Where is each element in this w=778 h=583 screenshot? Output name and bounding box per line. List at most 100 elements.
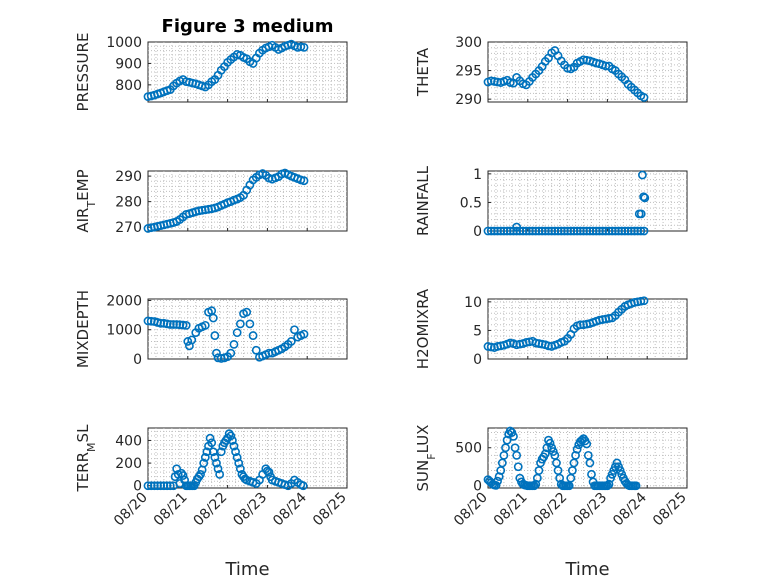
data-point: [181, 320, 191, 330]
y-tick-label: 5: [473, 323, 482, 339]
data-point: [502, 226, 512, 236]
data-point: [491, 480, 501, 490]
data-point: [232, 328, 242, 338]
data-point: [207, 438, 217, 448]
data-point: [178, 320, 188, 330]
data-point: [200, 320, 210, 330]
data-point: [251, 345, 261, 355]
figure-title: Figure 3 medium: [162, 16, 334, 37]
data-point: [547, 226, 557, 236]
y-axis-label: SUNFLUX: [414, 425, 438, 492]
data-point: [165, 481, 175, 491]
subplot-rainfall: 0 0.5 1 RAINFALL: [414, 165, 688, 240]
data-point: [631, 481, 641, 491]
y-tick-label: 0: [133, 352, 142, 368]
data-point: [212, 458, 221, 468]
data-point: [575, 226, 585, 236]
data-point: [550, 226, 560, 236]
data-point: [639, 93, 649, 102]
axes-box: [487, 170, 688, 232]
y-tick-label: 290: [455, 92, 482, 108]
subplot-air_temp: 270 280 290 AIRTEMP: [74, 168, 348, 236]
data-point: [187, 335, 197, 345]
subplot-mixdepth: 0 1000 2000 MIXDEPTH: [74, 290, 348, 368]
y-tick-label: 1000: [106, 35, 142, 51]
data-point: [149, 481, 159, 491]
data-point: [610, 226, 620, 236]
data-point: [208, 313, 218, 323]
data-point: [614, 226, 623, 236]
data-point: [210, 453, 220, 462]
data-point: [493, 476, 502, 486]
data-point: [299, 42, 309, 52]
data-point: [215, 470, 225, 479]
x-axis-label: Time: [564, 559, 609, 580]
data-point: [636, 209, 646, 219]
data-point: [509, 431, 518, 441]
data-point: [569, 226, 579, 236]
data-point: [229, 441, 239, 451]
data-point: [290, 325, 299, 335]
data-point: [169, 320, 178, 329]
data-point: [598, 226, 608, 236]
data-point: [212, 348, 221, 358]
data-point: [620, 226, 630, 236]
data-point: [229, 339, 239, 349]
data-point: [556, 226, 566, 236]
data-point: [528, 226, 537, 236]
data-point: [601, 226, 611, 236]
data-point: [572, 226, 582, 236]
data-point: [226, 348, 236, 358]
data-point: [231, 447, 240, 457]
data-point: [162, 481, 172, 491]
data-point: [607, 226, 617, 236]
data-point: [483, 226, 493, 236]
data-point: [196, 470, 205, 479]
y-tick-label: 2000: [106, 293, 142, 309]
data-point: [537, 226, 547, 236]
data-point: [156, 481, 166, 491]
data-point: [172, 464, 182, 474]
data-point: [579, 226, 588, 236]
data-point: [143, 481, 153, 491]
data-point: [582, 226, 592, 236]
y-axis-label: TERRMSL: [74, 424, 98, 493]
data-point: [513, 462, 523, 472]
data-point: [588, 226, 598, 236]
data-point: [234, 458, 244, 468]
y-tick-label: 0.5: [460, 195, 482, 211]
data-point: [529, 481, 539, 491]
data-point: [585, 458, 595, 468]
data-point: [626, 226, 636, 236]
data-point: [240, 474, 250, 484]
data-point: [560, 226, 569, 236]
data-point: [639, 296, 649, 306]
y-tick-label: 290: [115, 169, 142, 185]
data-point: [235, 464, 245, 474]
data-point: [531, 226, 541, 236]
data-point: [640, 193, 650, 203]
data-point: [518, 226, 528, 236]
data-point: [199, 458, 209, 468]
data-point: [489, 226, 499, 236]
data-point: [544, 226, 553, 236]
y-axis-label: AIRTEMP: [74, 169, 98, 232]
data-point: [591, 226, 601, 236]
y-tick-label: 1: [473, 167, 482, 183]
y-tick-label: 300: [455, 35, 482, 51]
subplot-theta: 290 295 300 THETA: [414, 35, 688, 108]
y-axis-label: PRESSURE: [74, 33, 92, 112]
data-point: [210, 331, 220, 340]
data-point: [572, 444, 582, 454]
y-tick-label: 0: [473, 224, 482, 240]
data-point: [563, 226, 572, 236]
data-point: [540, 226, 550, 236]
subplot-pressure: 800 900 1000 PRESSURE Figure 3 medium: [74, 16, 348, 112]
data-point: [636, 226, 646, 236]
data-point: [299, 329, 309, 339]
data-point: [299, 176, 309, 186]
data-point: [553, 226, 563, 236]
data-point: [146, 481, 156, 491]
data-point: [595, 226, 604, 236]
